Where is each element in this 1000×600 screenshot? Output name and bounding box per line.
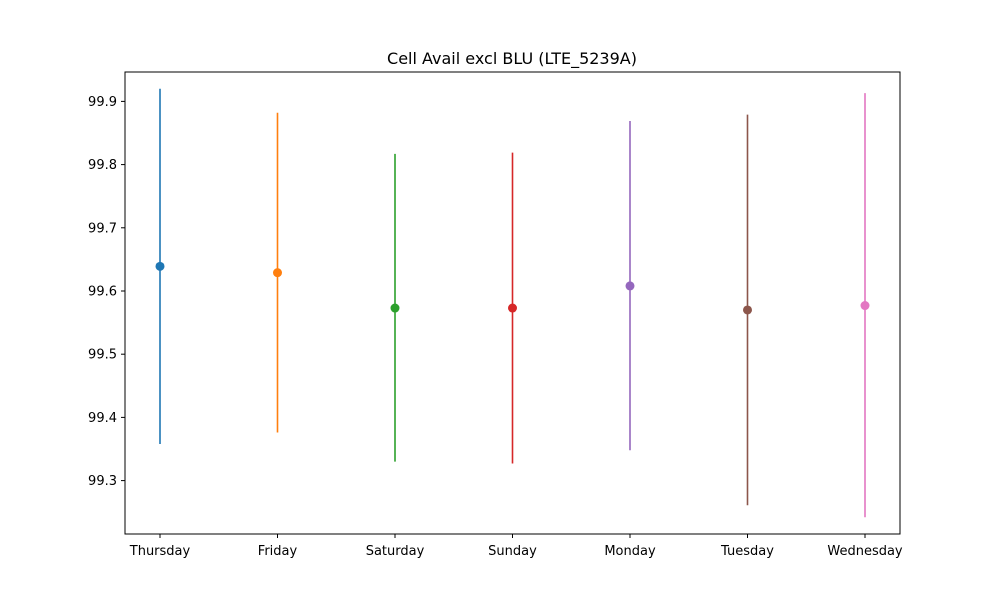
y-tick-label: 99.3: [88, 474, 117, 489]
x-tick-label: Tuesday: [720, 544, 774, 559]
data-point: [625, 281, 635, 291]
x-tick-label: Wednesday: [827, 544, 903, 559]
plot-area: 99.3 99.4 99.5 99.6 99.7 99.8 99.9 Thursday Frid…: [88, 88, 903, 559]
y-tick-label: 99.8: [88, 158, 117, 173]
data-point: [508, 303, 517, 313]
data-point: [860, 301, 870, 311]
y-tick-label: 99.9: [88, 95, 117, 110]
axes-frame: [124, 71, 901, 535]
data-point: [273, 268, 282, 278]
x-tick-label: Sunday: [488, 544, 537, 559]
y-tick-label: 99.5: [88, 348, 117, 363]
chart-title: Cell Avail excl BLU (LTE_5239A): [387, 49, 637, 69]
data-point: [155, 261, 165, 271]
data-point: [743, 305, 752, 315]
x-tick-label: Thursday: [129, 544, 191, 559]
x-tick-label: Monday: [604, 544, 656, 559]
y-tick-label: 99.6: [88, 284, 117, 299]
y-tick-label: 99.4: [88, 411, 117, 426]
y-tick-label: 99.7: [88, 221, 117, 236]
x-tick-label: Friday: [258, 544, 298, 559]
data-point: [390, 303, 400, 313]
x-tick-label: Saturday: [366, 544, 425, 559]
